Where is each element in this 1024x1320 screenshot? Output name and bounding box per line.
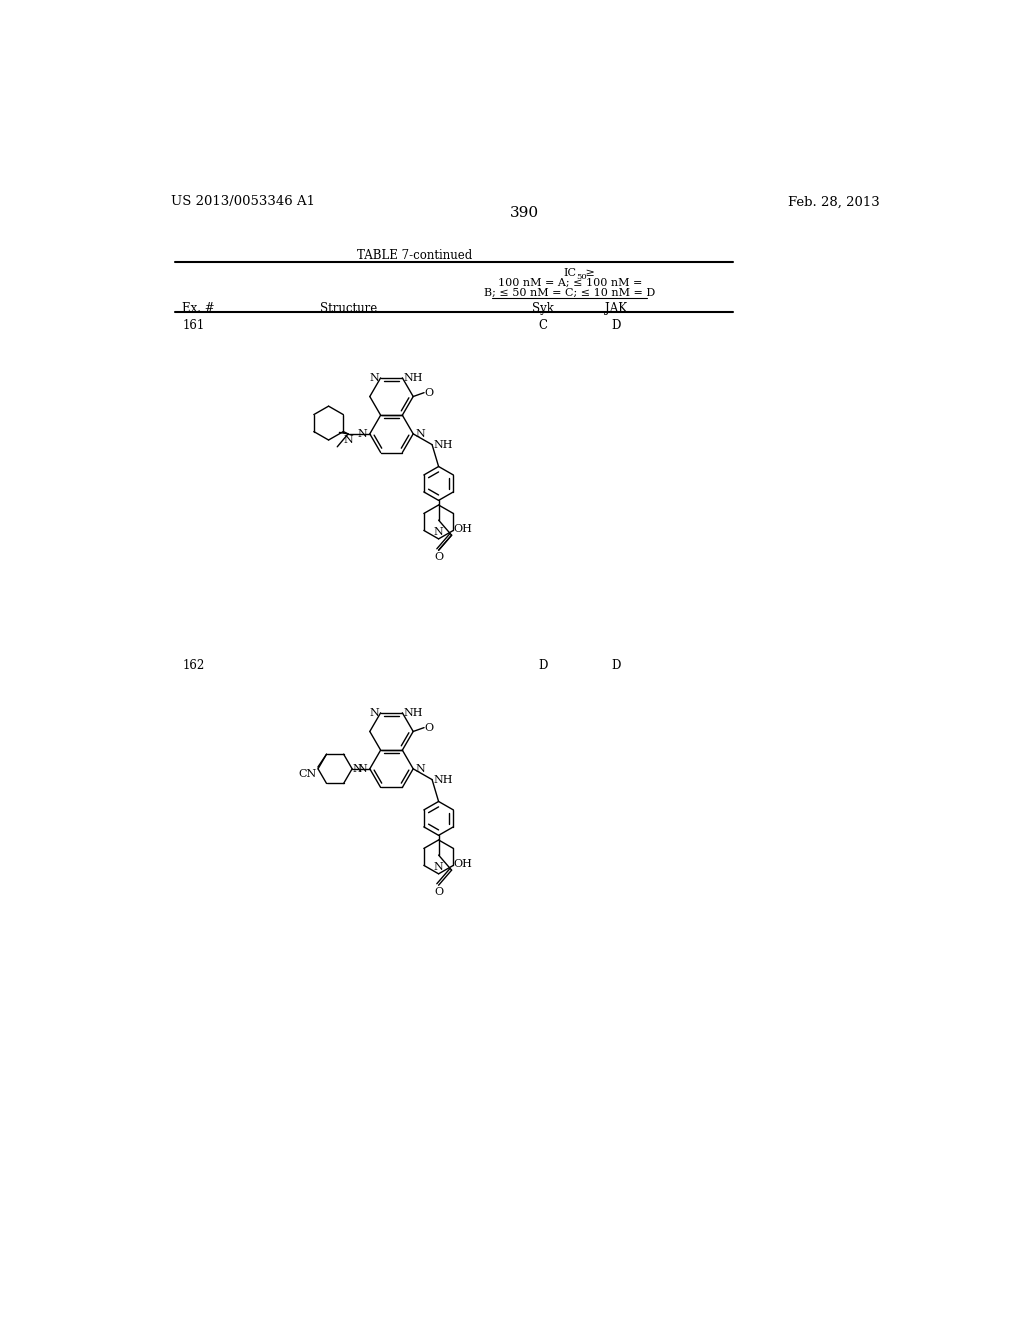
- Text: US 2013/0053346 A1: US 2013/0053346 A1: [171, 195, 314, 209]
- Text: O: O: [434, 552, 443, 562]
- Text: N: N: [353, 764, 362, 774]
- Text: Feb. 28, 2013: Feb. 28, 2013: [788, 195, 880, 209]
- Text: 100 nM = A; ≤ 100 nM =: 100 nM = A; ≤ 100 nM =: [498, 277, 642, 288]
- Text: 161: 161: [182, 318, 205, 331]
- Text: OH: OH: [454, 859, 472, 869]
- Text: B; ≤ 50 nM = C; ≤ 10 nM = D: B; ≤ 50 nM = C; ≤ 10 nM = D: [484, 288, 655, 298]
- Text: O: O: [434, 887, 443, 896]
- Text: CN: CN: [298, 768, 316, 779]
- Text: Ex. #: Ex. #: [182, 302, 215, 315]
- Text: 162: 162: [182, 659, 205, 672]
- Text: NH: NH: [403, 372, 423, 383]
- Text: NH: NH: [433, 775, 454, 784]
- Text: JAK: JAK: [605, 302, 628, 315]
- Text: 390: 390: [510, 206, 540, 220]
- Text: D: D: [611, 659, 621, 672]
- Text: D: D: [538, 659, 547, 672]
- Text: Structure: Structure: [321, 302, 378, 315]
- Text: N: N: [343, 436, 353, 445]
- Text: N: N: [416, 429, 425, 438]
- Text: OH: OH: [454, 524, 472, 535]
- Text: N: N: [416, 764, 425, 774]
- Text: NH: NH: [433, 440, 454, 450]
- Text: C: C: [539, 318, 547, 331]
- Text: O: O: [425, 388, 434, 397]
- Text: IC: IC: [563, 268, 577, 277]
- Text: N: N: [370, 708, 379, 718]
- Text: N: N: [357, 429, 368, 438]
- Text: N: N: [357, 764, 368, 774]
- Text: D: D: [611, 318, 621, 331]
- Text: N: N: [434, 528, 443, 537]
- Text: NH: NH: [403, 708, 423, 718]
- Text: TABLE 7-continued: TABLE 7-continued: [357, 249, 472, 263]
- Text: N: N: [434, 862, 443, 873]
- Text: O: O: [425, 722, 434, 733]
- Text: 50: 50: [575, 273, 587, 281]
- Text: Syk: Syk: [531, 302, 554, 315]
- Text: N: N: [370, 372, 379, 383]
- Text: ≥: ≥: [583, 268, 595, 277]
